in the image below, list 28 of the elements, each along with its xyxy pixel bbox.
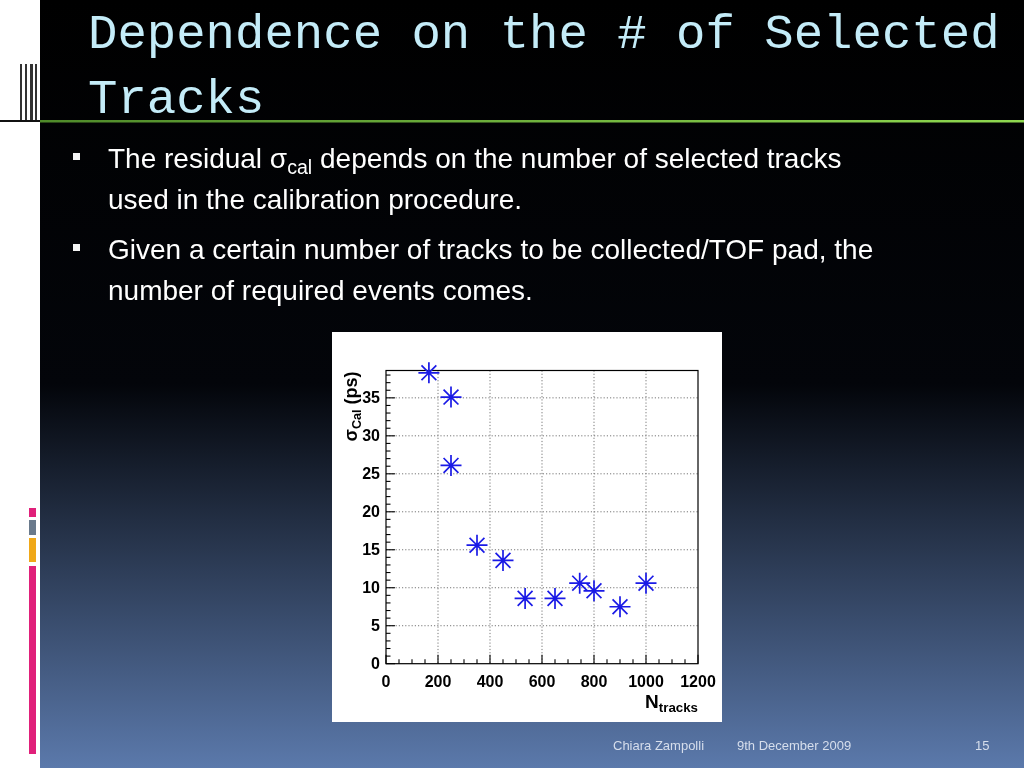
y-tick-label: 15	[362, 541, 381, 559]
x-tick-label: 1000	[628, 672, 664, 690]
x-tick-label: 1200	[680, 672, 716, 690]
text: Given a certain number of tracks to be collected/TOF pad, the number of required events comes.	[108, 234, 874, 306]
point	[569, 572, 591, 594]
y-tick-label: 20	[362, 503, 381, 521]
chart-title: Dependence on the # of Selected Tracks	[88, 7, 1000, 128]
x-tick-label: 800	[580, 672, 608, 690]
y-tick-label: 10	[362, 579, 381, 597]
x-axis-title: N$_{tracks}$	[645, 690, 698, 715]
text: 9th December 2009	[737, 738, 852, 753]
point	[466, 534, 488, 556]
point	[418, 362, 440, 384]
text: 15	[975, 738, 990, 753]
x-tick-label: 600	[528, 672, 556, 690]
y-tick-label: 30	[362, 427, 381, 445]
point	[440, 386, 462, 408]
y-tick-label: 25	[362, 465, 381, 483]
text: Chiara Zampolli	[613, 738, 705, 753]
point	[635, 572, 657, 594]
point	[609, 596, 631, 618]
y-tick-label: 35	[362, 389, 381, 407]
point	[583, 580, 605, 602]
text: The residual σ$_{cal}$ depends on the number of selected tracks used in the calibration procedure.	[108, 143, 842, 215]
y-tick-label: 0	[371, 655, 381, 673]
x-tick-label: 200	[424, 672, 452, 690]
x-tick-label: 400	[476, 672, 504, 690]
y-tick-label: 5	[371, 617, 381, 635]
